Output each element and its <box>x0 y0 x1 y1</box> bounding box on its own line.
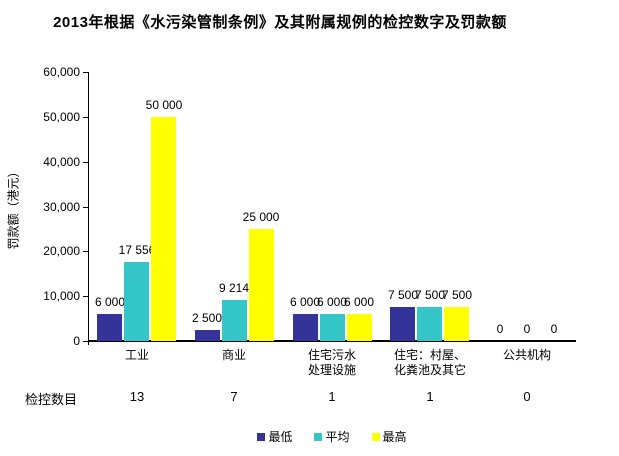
y-axis-tick <box>83 162 88 163</box>
bar-value-label: 7 500 <box>387 288 419 302</box>
bar <box>124 262 149 341</box>
y-axis-tick-label: 60,000 <box>43 65 80 79</box>
legend-label: 最高 <box>382 430 407 444</box>
bar <box>320 314 345 341</box>
bar <box>151 117 176 341</box>
bar-value-label: 0 <box>550 322 558 336</box>
bar-value-label: 6 000 <box>94 295 126 309</box>
bar <box>417 307 442 341</box>
bar-value-label: 50 000 <box>145 98 183 112</box>
bar-value-label: 0 <box>523 322 531 336</box>
y-axis-tick-label: 0 <box>73 334 80 348</box>
bar-value-label: 2 500 <box>191 311 223 325</box>
legend: 最低 平均 最高 <box>88 428 576 445</box>
bar <box>97 314 122 341</box>
bar-value-label: 0 <box>496 322 504 336</box>
bar <box>222 300 247 341</box>
y-axis-tick <box>83 251 88 252</box>
prosecution-count-value: 1 <box>426 389 434 404</box>
x-axis-category-label: 工业 <box>124 348 150 362</box>
bar <box>444 307 469 341</box>
y-axis-tick <box>83 72 88 73</box>
y-axis-tick <box>83 296 88 297</box>
legend-swatch-icon <box>314 432 323 441</box>
bar <box>195 330 220 341</box>
bar <box>249 229 274 341</box>
legend-swatch-icon <box>371 432 380 441</box>
x-axis-category-label: 住宅污水 处理设施 <box>307 348 357 377</box>
legend-item: 平均 <box>314 428 350 445</box>
legend-swatch-icon <box>257 432 266 441</box>
prosecution-count-value: 1 <box>328 389 336 404</box>
chart-title: 2013年根据《水污染管制条例》及其附属规例的检控数字及罚款额 <box>53 14 507 31</box>
y-axis-line <box>88 72 89 345</box>
bar-value-label: 7 500 <box>414 288 446 302</box>
y-axis-tick-label: 30,000 <box>43 200 80 214</box>
y-axis-tick-label: 40,000 <box>43 155 80 169</box>
y-axis-tick-label: 50,000 <box>43 110 80 124</box>
prosecution-count-value: 13 <box>129 389 145 404</box>
y-axis-tick-label: 10,000 <box>43 289 80 303</box>
bar-value-label: 25 000 <box>242 210 280 224</box>
y-axis-tick <box>83 341 88 342</box>
bar <box>390 307 415 341</box>
bar-value-label: 17 556 <box>118 243 156 257</box>
x-axis-line <box>88 340 576 342</box>
x-axis-category-label: 住宅：村屋、 化粪池及其它 <box>393 348 467 377</box>
y-axis-tick <box>83 117 88 118</box>
bar-value-label: 6 000 <box>316 295 348 309</box>
legend-item: 最低 <box>257 428 292 445</box>
prosecution-count-row-label: 检控数目 <box>25 392 78 407</box>
legend-label: 平均 <box>325 430 350 444</box>
bar <box>293 314 318 341</box>
y-axis-tick-label: 20,000 <box>43 244 80 258</box>
bar <box>347 314 372 341</box>
x-axis-category-label: 商业 <box>221 348 247 362</box>
bar-value-label: 9 214 <box>218 281 250 295</box>
prosecution-count-value: 0 <box>523 389 531 404</box>
bar-value-label: 7 500 <box>441 288 473 302</box>
x-axis-category-label: 公共机构 <box>502 348 552 362</box>
y-axis-tick <box>83 207 88 208</box>
legend-label: 最低 <box>268 430 293 444</box>
prosecution-count-value: 7 <box>230 389 238 404</box>
legend-item: 最高 <box>371 428 407 445</box>
bar-value-label: 6 000 <box>343 295 375 309</box>
bar-value-label: 6 000 <box>289 295 321 309</box>
